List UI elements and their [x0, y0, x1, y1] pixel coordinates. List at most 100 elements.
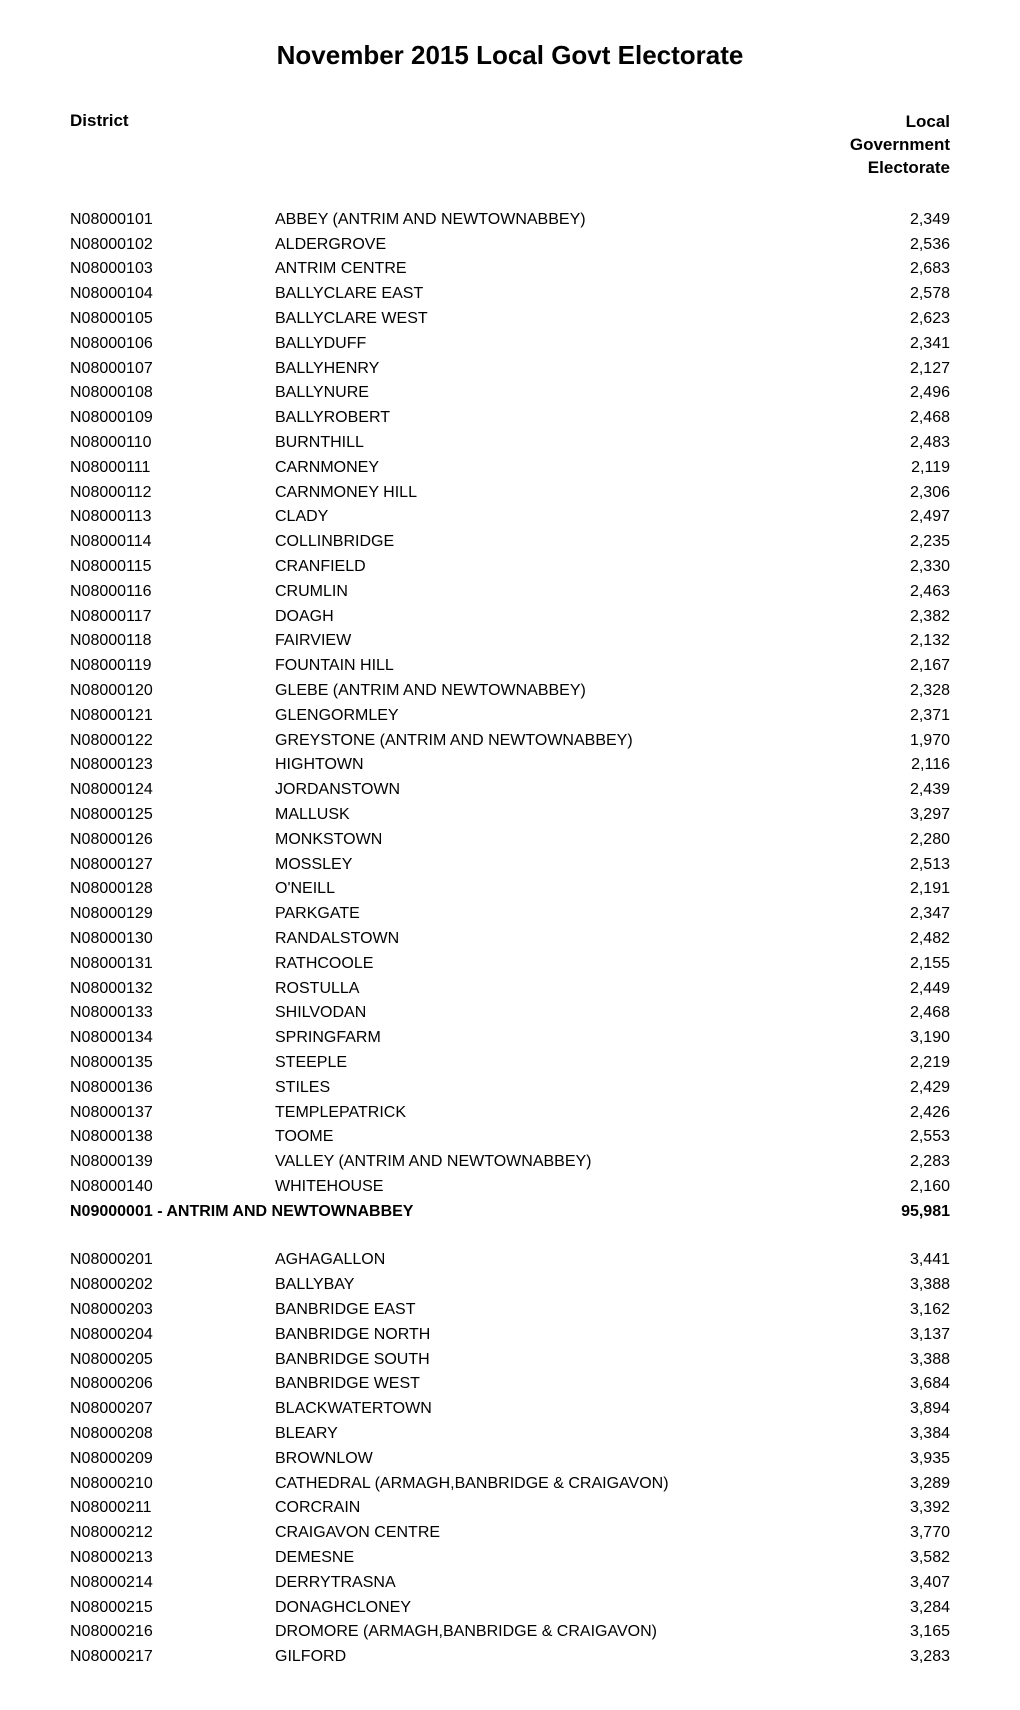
table-row: N08000133SHILVODAN2,468 [70, 1001, 950, 1026]
district-code: N08000112 [70, 481, 275, 506]
electorate-value: 2,191 [860, 877, 950, 902]
section-total-value: 95,981 [860, 1200, 950, 1225]
table-row: N08000215DONAGHCLONEY3,284 [70, 1596, 950, 1621]
district-code: N08000134 [70, 1026, 275, 1051]
district-name: ALDERGROVE [275, 233, 860, 258]
table-row: N08000116CRUMLIN2,463 [70, 580, 950, 605]
district-name: DERRYTRASNA [275, 1571, 860, 1596]
electorate-value: 2,553 [860, 1125, 950, 1150]
district-name: AGHAGALLON [275, 1248, 860, 1273]
electorate-value: 3,297 [860, 803, 950, 828]
district-code: N08000104 [70, 282, 275, 307]
district-name: CLADY [275, 505, 860, 530]
table-row: N08000202BALLYBAY3,388 [70, 1273, 950, 1298]
table-row: N08000117DOAGH2,382 [70, 605, 950, 630]
electorate-value: 2,468 [860, 1001, 950, 1026]
electorate-value: 3,283 [860, 1645, 950, 1670]
district-name: GREYSTONE (ANTRIM AND NEWTOWNABBEY) [275, 729, 860, 754]
table-row: N08000106BALLYDUFF2,341 [70, 332, 950, 357]
electorate-value: 2,449 [860, 977, 950, 1002]
electorate-value: 3,894 [860, 1397, 950, 1422]
electorate-value: 2,116 [860, 753, 950, 778]
district-name: FAIRVIEW [275, 629, 860, 654]
district-code: N08000133 [70, 1001, 275, 1026]
electorate-value: 3,384 [860, 1422, 950, 1447]
electorate-value: 2,349 [860, 208, 950, 233]
table-row: N08000203BANBRIDGE EAST3,162 [70, 1298, 950, 1323]
district-name: ANTRIM CENTRE [275, 257, 860, 282]
district-code: N08000131 [70, 952, 275, 977]
district-code: N08000130 [70, 927, 275, 952]
table-row: N08000125MALLUSK3,297 [70, 803, 950, 828]
district-name: GLENGORMLEY [275, 704, 860, 729]
electorate-value: 3,190 [860, 1026, 950, 1051]
district-code: N08000212 [70, 1521, 275, 1546]
electorate-value: 2,623 [860, 307, 950, 332]
electorate-value: 3,407 [860, 1571, 950, 1596]
table-row: N08000216DROMORE (ARMAGH,BANBRIDGE & CRA… [70, 1620, 950, 1645]
district-name: BALLYBAY [275, 1273, 860, 1298]
district-name: CORCRAIN [275, 1496, 860, 1521]
table-header: District Local Government Electorate [70, 111, 950, 180]
district-name: BANBRIDGE WEST [275, 1372, 860, 1397]
table-row: N08000214DERRYTRASNA3,407 [70, 1571, 950, 1596]
table-row: N08000132ROSTULLA2,449 [70, 977, 950, 1002]
table-row: N08000131RATHCOOLE2,155 [70, 952, 950, 977]
district-code: N08000127 [70, 853, 275, 878]
electorate-value: 2,371 [860, 704, 950, 729]
district-name: BALLYNURE [275, 381, 860, 406]
table-body: N08000101ABBEY (ANTRIM AND NEWTOWNABBEY)… [70, 208, 950, 1670]
section-total-label: N09000001 - ANTRIM AND NEWTOWNABBEY [70, 1200, 860, 1225]
district-code: N08000103 [70, 257, 275, 282]
district-code: N08000136 [70, 1076, 275, 1101]
table-row: N08000110BURNTHILL2,483 [70, 431, 950, 456]
district-name: BANBRIDGE EAST [275, 1298, 860, 1323]
table-row: N08000134SPRINGFARM3,190 [70, 1026, 950, 1051]
district-code: N08000140 [70, 1175, 275, 1200]
district-code: N08000202 [70, 1273, 275, 1298]
electorate-value: 2,483 [860, 431, 950, 456]
electorate-value: 3,137 [860, 1323, 950, 1348]
district-code: N08000207 [70, 1397, 275, 1422]
electorate-value: 2,497 [860, 505, 950, 530]
header-left: District [70, 111, 129, 131]
header-right-line: Government [850, 134, 950, 157]
district-code: N08000114 [70, 530, 275, 555]
table-row: N08000206BANBRIDGE WEST3,684 [70, 1372, 950, 1397]
electorate-value: 3,162 [860, 1298, 950, 1323]
table-row: N08000124JORDANSTOWN2,439 [70, 778, 950, 803]
district-name: BALLYCLARE WEST [275, 307, 860, 332]
district-name: SPRINGFARM [275, 1026, 860, 1051]
district-name: DONAGHCLONEY [275, 1596, 860, 1621]
district-name: HIGHTOWN [275, 753, 860, 778]
district-code: N08000113 [70, 505, 275, 530]
district-code: N08000138 [70, 1125, 275, 1150]
district-code: N08000111 [70, 456, 275, 481]
district-name: BURNTHILL [275, 431, 860, 456]
district-code: N08000107 [70, 357, 275, 382]
table-row: N08000209BROWNLOW3,935 [70, 1447, 950, 1472]
district-code: N08000129 [70, 902, 275, 927]
table-row: N08000109BALLYROBERT2,468 [70, 406, 950, 431]
district-code: N08000117 [70, 605, 275, 630]
electorate-value: 3,582 [860, 1546, 950, 1571]
district-code: N08000123 [70, 753, 275, 778]
district-code: N08000118 [70, 629, 275, 654]
electorate-value: 2,330 [860, 555, 950, 580]
district-code: N08000102 [70, 233, 275, 258]
electorate-value: 1,970 [860, 729, 950, 754]
header-right-line: Electorate [850, 157, 950, 180]
table-row: N08000122GREYSTONE (ANTRIM AND NEWTOWNAB… [70, 729, 950, 754]
district-code: N08000206 [70, 1372, 275, 1397]
district-code: N08000128 [70, 877, 275, 902]
district-name: ROSTULLA [275, 977, 860, 1002]
district-code: N08000108 [70, 381, 275, 406]
district-code: N08000126 [70, 828, 275, 853]
district-code: N08000120 [70, 679, 275, 704]
district-code: N08000216 [70, 1620, 275, 1645]
district-code: N08000119 [70, 654, 275, 679]
district-name: JORDANSTOWN [275, 778, 860, 803]
table-row: N08000208BLEARY3,384 [70, 1422, 950, 1447]
electorate-value: 2,536 [860, 233, 950, 258]
electorate-value: 3,388 [860, 1348, 950, 1373]
